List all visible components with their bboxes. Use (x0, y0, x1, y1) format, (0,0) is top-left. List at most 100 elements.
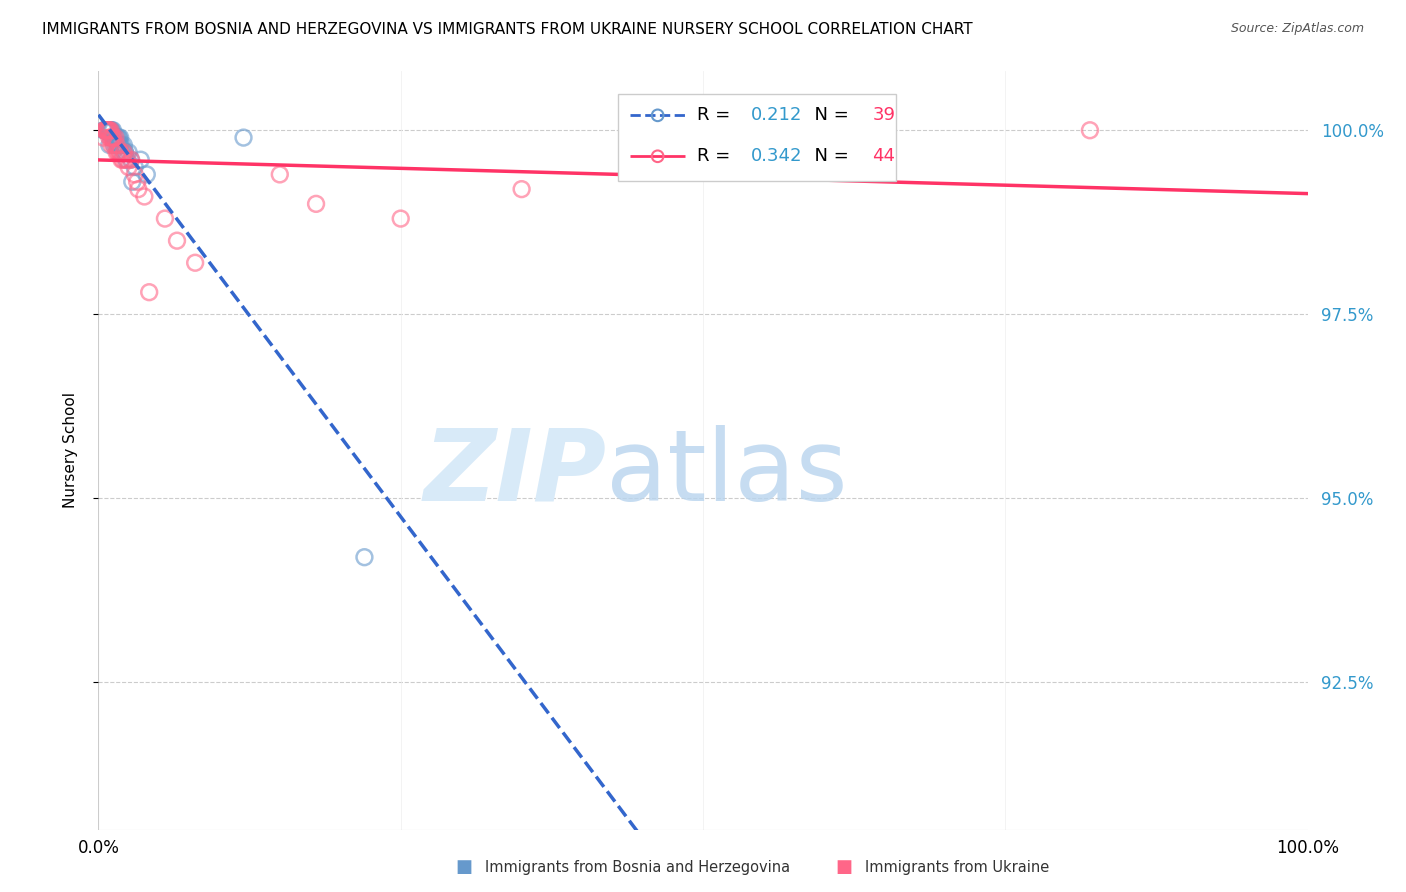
Text: R =: R = (697, 106, 735, 124)
Point (91, 130, 114, 145)
Point (110, 138, 132, 153)
Point (104, 130, 127, 145)
Point (114, 153, 136, 167)
Point (110, 153, 132, 167)
Point (108, 145, 131, 160)
Point (389, 211, 412, 226)
Point (91, 123, 114, 137)
Text: ■: ■ (835, 858, 852, 876)
Text: atlas: atlas (606, 425, 848, 522)
Point (96, 123, 118, 137)
Point (107, 138, 129, 153)
Text: N =: N = (803, 147, 855, 165)
Point (97, 123, 120, 137)
Point (105, 130, 128, 145)
Point (111, 153, 134, 167)
Text: 39: 39 (872, 106, 896, 124)
Point (1078, 123, 1101, 137)
Point (93, 123, 115, 137)
Point (96, 123, 118, 137)
Point (135, 168, 157, 182)
Point (97, 123, 120, 137)
Point (108, 145, 131, 160)
Point (101, 130, 124, 145)
Point (100, 138, 122, 153)
Point (111, 145, 134, 160)
Point (104, 130, 127, 145)
Point (108, 130, 131, 145)
Point (510, 182, 533, 196)
Text: 0.212: 0.212 (751, 106, 803, 124)
Point (108, 138, 131, 153)
Point (114, 145, 136, 160)
Point (96, 123, 118, 137)
Point (118, 160, 141, 174)
Y-axis label: Nursery School: Nursery School (63, 392, 77, 508)
Point (101, 123, 124, 137)
Point (232, 130, 254, 145)
Point (98, 138, 121, 153)
Point (120, 153, 142, 167)
Point (107, 130, 129, 145)
Point (134, 189, 156, 203)
Point (138, 285, 160, 300)
Point (124, 160, 146, 174)
Text: ZIP: ZIP (423, 425, 606, 522)
Point (120, 153, 142, 167)
Point (94, 123, 117, 137)
Point (98, 123, 121, 137)
Point (108, 138, 131, 153)
Point (115, 153, 138, 167)
Point (129, 153, 152, 167)
Point (647, 550, 669, 565)
Point (117, 153, 139, 167)
Point (93, 123, 115, 137)
Point (353, 550, 375, 565)
Text: ■: ■ (456, 858, 472, 876)
Point (127, 175, 149, 189)
Point (103, 138, 125, 153)
Point (103, 138, 125, 153)
Point (118, 145, 141, 160)
Point (121, 175, 143, 189)
Point (108, 145, 131, 160)
Point (105, 138, 128, 153)
Point (101, 130, 124, 145)
Text: Immigrants from Bosnia and Herzegovina: Immigrants from Bosnia and Herzegovina (485, 860, 790, 874)
Text: 0.342: 0.342 (751, 147, 803, 165)
Point (98, 123, 121, 137)
FancyBboxPatch shape (619, 95, 897, 181)
Point (100, 130, 122, 145)
Point (269, 168, 291, 182)
Text: 44: 44 (872, 147, 896, 165)
Point (100, 123, 122, 137)
Point (105, 145, 128, 160)
Point (98, 123, 121, 137)
Point (166, 234, 188, 248)
Point (101, 130, 124, 145)
Point (98, 130, 121, 145)
Text: N =: N = (803, 106, 855, 124)
Point (93, 123, 115, 137)
Point (112, 145, 135, 160)
Text: Immigrants from Ukraine: Immigrants from Ukraine (865, 860, 1049, 874)
Point (153, 211, 176, 226)
Text: IMMIGRANTS FROM BOSNIA AND HERZEGOVINA VS IMMIGRANTS FROM UKRAINE NURSERY SCHOOL: IMMIGRANTS FROM BOSNIA AND HERZEGOVINA V… (42, 22, 973, 37)
Point (100, 123, 122, 137)
Text: R =: R = (697, 147, 735, 165)
Point (97, 123, 120, 137)
Point (184, 256, 207, 270)
Point (103, 130, 125, 145)
Point (94, 123, 117, 137)
Point (100, 130, 122, 145)
Point (114, 145, 136, 160)
Point (127, 182, 149, 196)
Text: Source: ZipAtlas.com: Source: ZipAtlas.com (1230, 22, 1364, 36)
Point (112, 138, 135, 153)
Point (124, 168, 146, 182)
Point (100, 123, 122, 137)
Point (97, 123, 120, 137)
Point (108, 130, 131, 145)
Point (105, 138, 128, 153)
Point (107, 145, 129, 160)
